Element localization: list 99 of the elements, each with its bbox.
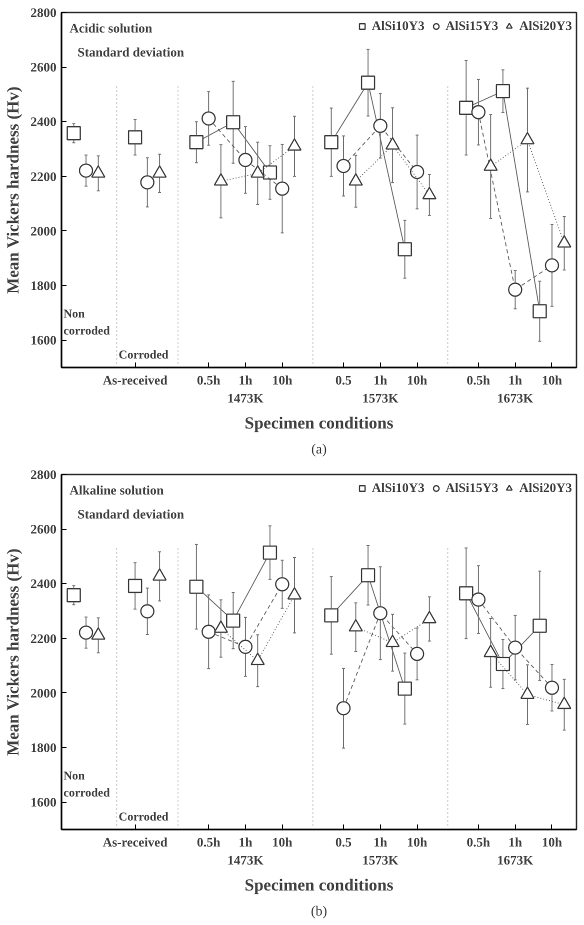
point (557, 696, 572, 710)
point (189, 580, 204, 594)
y-tick-label: 2600 (30, 522, 56, 537)
point (66, 588, 81, 602)
point (532, 304, 547, 318)
point (238, 640, 253, 654)
annotation: Acidic solution (70, 20, 153, 36)
y-tick-label: 2200 (30, 168, 56, 184)
point (544, 258, 560, 273)
legend-label: AlSi20Y3 (519, 18, 572, 34)
annotation: Standard deviation (78, 506, 185, 522)
x-tick-label: 10h (406, 372, 428, 388)
y-tick-label: 1800 (30, 278, 56, 294)
annotation: Non corroded (64, 306, 110, 338)
x-tick-label: 10h (542, 834, 563, 850)
point (398, 681, 412, 696)
point (336, 701, 351, 716)
x-axis-title: Specimen conditions (244, 414, 394, 432)
point (458, 100, 474, 115)
point (360, 568, 376, 582)
y-tick-label: 1600 (30, 332, 56, 348)
point (544, 680, 560, 695)
point (78, 625, 94, 640)
legend-label: AlSi10Y3 (372, 480, 425, 496)
y-tick-label: 2400 (30, 114, 56, 130)
x-tick-label: 1h 1673K (497, 834, 534, 868)
point (471, 105, 486, 120)
x-tick-label: As-received (102, 834, 168, 850)
y-tick-label: 2800 (30, 5, 56, 20)
point (140, 604, 154, 618)
point (373, 118, 388, 133)
y-tick-label: 2000 (30, 685, 56, 700)
legend-label: AlSi15Y3 (446, 480, 498, 496)
point (275, 577, 290, 592)
text: (b) (310, 904, 328, 920)
y-tick-label: 2800 (30, 467, 56, 482)
x-axis-title: Specimen conditions (244, 876, 394, 894)
point (128, 578, 142, 594)
x-tick-label: 0.5h (466, 834, 491, 850)
x-tick-label: 10h (542, 372, 563, 388)
point (128, 130, 142, 144)
point (275, 181, 290, 196)
point (336, 158, 351, 174)
point (373, 606, 388, 620)
text: (a) (311, 442, 328, 458)
point (410, 646, 424, 662)
point (508, 282, 522, 297)
x-tick-label: 10h (272, 372, 294, 388)
y-tick-label: 1800 (30, 740, 56, 756)
legend-label: AlSi10Y3 (372, 18, 425, 34)
x-tick-label: 0.5h (196, 834, 222, 850)
point (496, 656, 510, 672)
legend-label: AlSi15Y3 (446, 18, 498, 34)
point (262, 545, 278, 560)
y-tick-label: 2200 (30, 630, 56, 646)
point (508, 640, 522, 655)
x-tick-label: 1h 1473K (227, 372, 264, 406)
x-tick-label: 1h 1473K (227, 834, 264, 868)
x-tick-label: 1h 1573K (362, 372, 400, 406)
x-tick-label: 0.5h (196, 372, 222, 388)
y-tick-label: 2600 (30, 60, 56, 75)
point (226, 115, 240, 130)
point (360, 76, 376, 90)
x-tick-label: As-received (102, 372, 168, 388)
point (398, 242, 412, 256)
y-tick-label: 1600 (30, 794, 56, 810)
x-tick-label: 1h 1673K (497, 372, 534, 406)
annotation: Corroded (118, 348, 169, 362)
x-tick-label: 0.5h (466, 372, 491, 388)
point (324, 608, 338, 623)
x-tick-label: 10h (406, 834, 428, 850)
y-tick-label: 2400 (30, 576, 56, 592)
point (201, 111, 216, 126)
point (496, 84, 510, 98)
annotation: Corroded (118, 810, 169, 824)
point (410, 164, 424, 180)
x-tick-label: 1h 1573K (362, 834, 400, 868)
annotation: Standard deviation (78, 44, 185, 60)
x-tick-label: 0.5 (335, 372, 352, 388)
point (140, 175, 154, 190)
point (226, 613, 240, 628)
point (458, 586, 474, 600)
point (189, 135, 204, 150)
y-axis-title: Mean Vickers hardness (Hv) (4, 86, 22, 294)
point (532, 618, 547, 633)
point (262, 165, 278, 180)
point (201, 624, 216, 639)
point (324, 135, 338, 150)
y-tick-label: 2000 (30, 223, 56, 238)
point (78, 163, 94, 178)
x-tick-label: 10h (272, 834, 294, 850)
annotation: Non corroded (64, 768, 110, 800)
point (471, 592, 486, 607)
point (66, 126, 81, 140)
x-tick-label: 0.5 (335, 834, 352, 850)
legend-label: AlSi20Y3 (519, 480, 572, 496)
y-axis-title: Mean Vickers hardness (Hv) (4, 548, 22, 756)
point (238, 152, 253, 168)
annotation: Alkaline solution (70, 482, 165, 498)
